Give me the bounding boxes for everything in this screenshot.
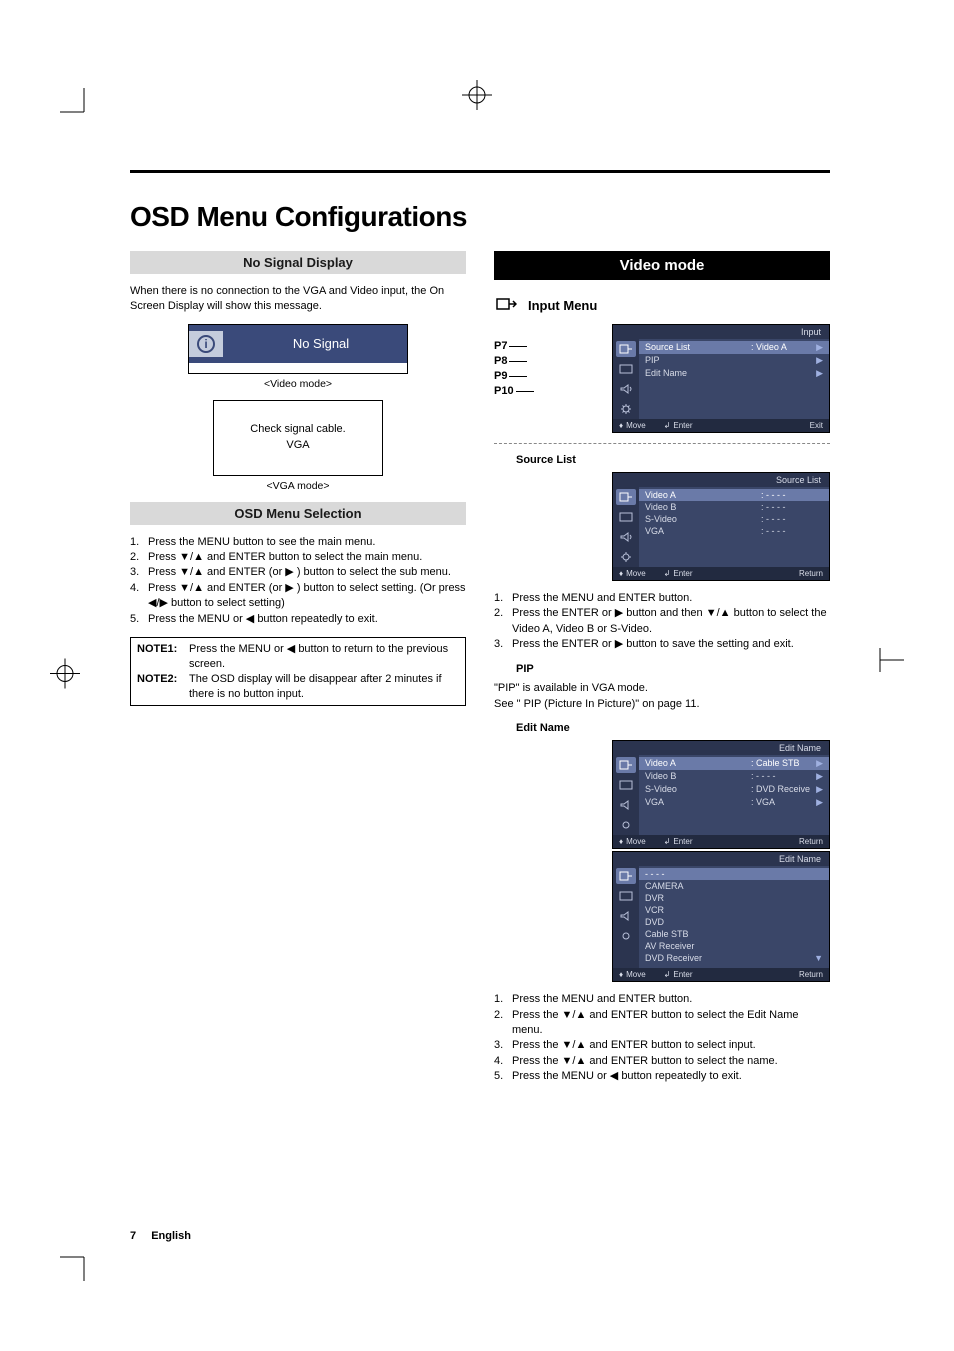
step-text: Press the MENU or ◀ button repeatedly to… <box>512 1069 742 1084</box>
caption-video-mode: <Video mode> <box>130 378 466 390</box>
osd-source-list-panel: Source List Video A: - - - - Video B: - … <box>612 472 830 581</box>
enter-icon: ↲ <box>664 837 671 846</box>
check-cable-l2: VGA <box>286 439 309 451</box>
sound-tab-icon <box>616 381 636 397</box>
info-icon: i <box>189 331 223 357</box>
step-text: Press the ENTER or ▶ button and then ▼/▲… <box>512 606 830 637</box>
page-lang: English <box>151 1230 191 1242</box>
picture-tab-icon <box>616 777 636 793</box>
enter-icon: ↲ <box>664 569 671 578</box>
move-icon: ♦ <box>619 837 623 846</box>
subhead-edit-name: Edit Name <box>516 722 830 734</box>
osd-title: Edit Name <box>613 741 829 755</box>
arrow-right-icon: ▶ <box>813 797 823 808</box>
input-tab-icon <box>616 489 636 505</box>
note1-label: NOTE1: <box>137 642 189 672</box>
input-icon <box>494 294 518 316</box>
enter-icon: ↲ <box>664 970 671 979</box>
osd-check-cable: Check signal cable. VGA <box>213 400 383 476</box>
move-icon: ♦ <box>619 569 623 578</box>
picture-tab-icon <box>616 361 636 377</box>
sound-tab-icon <box>616 908 636 924</box>
arrow-right-icon: ▶ <box>813 355 823 366</box>
move-icon: ♦ <box>619 970 623 979</box>
note2-text: The OSD display will be disappear after … <box>189 672 459 702</box>
arrow-right-icon: ▶ <box>813 784 823 795</box>
osd-no-signal: i No Signal <box>188 324 408 374</box>
move-icon: ♦ <box>619 421 623 430</box>
intro-text: When there is no connection to the VGA a… <box>130 284 466 314</box>
setup-tab-icon <box>616 401 636 417</box>
registration-mark-icon <box>50 658 80 693</box>
picture-tab-icon <box>616 888 636 904</box>
arrow-right-icon: ▶ <box>813 758 823 769</box>
arrow-right-icon: ▶ <box>813 771 823 782</box>
setup-tab-icon <box>616 928 636 944</box>
dashed-divider <box>494 443 830 444</box>
left-column: No Signal Display When there is no conne… <box>130 251 466 1095</box>
section-no-signal: No Signal Display <box>130 251 466 274</box>
source-list-steps: 1.Press the MENU and ENTER button. 2.Pre… <box>494 591 830 653</box>
note1-text: Press the MENU or ◀ button to return to … <box>189 642 459 672</box>
input-tab-icon <box>616 868 636 884</box>
note2-label: NOTE2: <box>137 672 189 702</box>
picture-tab-icon <box>616 509 636 525</box>
right-column: Video mode Input Menu P7 P8 P9 P10 Input <box>494 251 830 1095</box>
p-labels: P7 P8 P9 P10 <box>494 324 534 397</box>
input-menu-label: Input Menu <box>528 298 597 313</box>
page-number: 7 <box>130 1230 136 1242</box>
input-tab-icon <box>616 341 636 357</box>
osd-input-panel: Input Source List: Video A▶ PIP▶ Edit Na… <box>612 324 830 433</box>
sound-tab-icon <box>616 529 636 545</box>
step-text: Press ▼/▲ and ENTER button to select the… <box>148 550 422 565</box>
rule-top <box>130 170 830 173</box>
step-text: Press ▼/▲ and ENTER (or ▶ ) button to se… <box>148 565 451 580</box>
no-signal-label: No Signal <box>235 336 407 351</box>
crop-mark-icon <box>60 1247 94 1281</box>
caption-vga-mode: <VGA mode> <box>130 480 466 492</box>
registration-mark-icon <box>462 80 492 115</box>
edit-name-steps: 1.Press the MENU and ENTER button. 2.Pre… <box>494 992 830 1084</box>
step-text: Press the MENU and ENTER button. <box>512 992 692 1007</box>
sound-tab-icon <box>616 797 636 813</box>
setup-tab-icon <box>616 817 636 833</box>
step-text: Press the ▼/▲ and ENTER button to select… <box>512 1054 778 1069</box>
subhead-source-list: Source List <box>516 454 830 466</box>
subhead-pip: PIP <box>516 663 830 675</box>
page-title: OSD Menu Configurations <box>130 201 830 233</box>
note-box: NOTE1: Press the MENU or ◀ button to ret… <box>130 637 466 706</box>
osd-edit-name-panel-1: Edit Name Video A: Cable STB▶ Video B: -… <box>612 740 830 849</box>
check-cable-l1: Check signal cable. <box>250 423 345 435</box>
step-text: Press ▼/▲ and ENTER (or ▶ ) button to se… <box>148 581 466 612</box>
osd-selection-steps: 1.Press the MENU button to see the main … <box>130 535 466 627</box>
osd-edit-name-panel-2: Edit Name - - - - CAMERA DVR VCR <box>612 851 830 982</box>
section-osd-selection: OSD Menu Selection <box>130 502 466 525</box>
step-text: Press the ENTER or ▶ button to save the … <box>512 637 794 652</box>
step-text: Press the MENU button to see the main me… <box>148 535 375 550</box>
step-text: Press the MENU and ENTER button. <box>512 591 692 606</box>
osd-title: Edit Name <box>613 852 829 866</box>
input-tab-icon <box>616 757 636 773</box>
arrow-right-icon: ▶ <box>813 342 823 353</box>
step-text: Press the ▼/▲ and ENTER button to select… <box>512 1038 756 1053</box>
setup-tab-icon <box>616 549 636 565</box>
step-text: Press the MENU or ◀ button repeatedly to… <box>148 612 378 627</box>
osd-title: Source List <box>613 473 829 487</box>
section-video-mode: Video mode <box>494 251 830 280</box>
pip-line2: See " PIP (Picture In Picture)" on page … <box>494 697 830 712</box>
osd-title: Input <box>613 325 829 339</box>
pip-line1: "PIP" is available in VGA mode. <box>494 681 830 696</box>
crop-mark-icon <box>60 88 94 122</box>
enter-icon: ↲ <box>664 421 671 430</box>
arrow-down-icon: ▼ <box>813 953 823 963</box>
crop-mark-icon <box>870 648 904 682</box>
arrow-right-icon: ▶ <box>813 368 823 379</box>
step-text: Press the ▼/▲ and ENTER button to select… <box>512 1008 830 1039</box>
